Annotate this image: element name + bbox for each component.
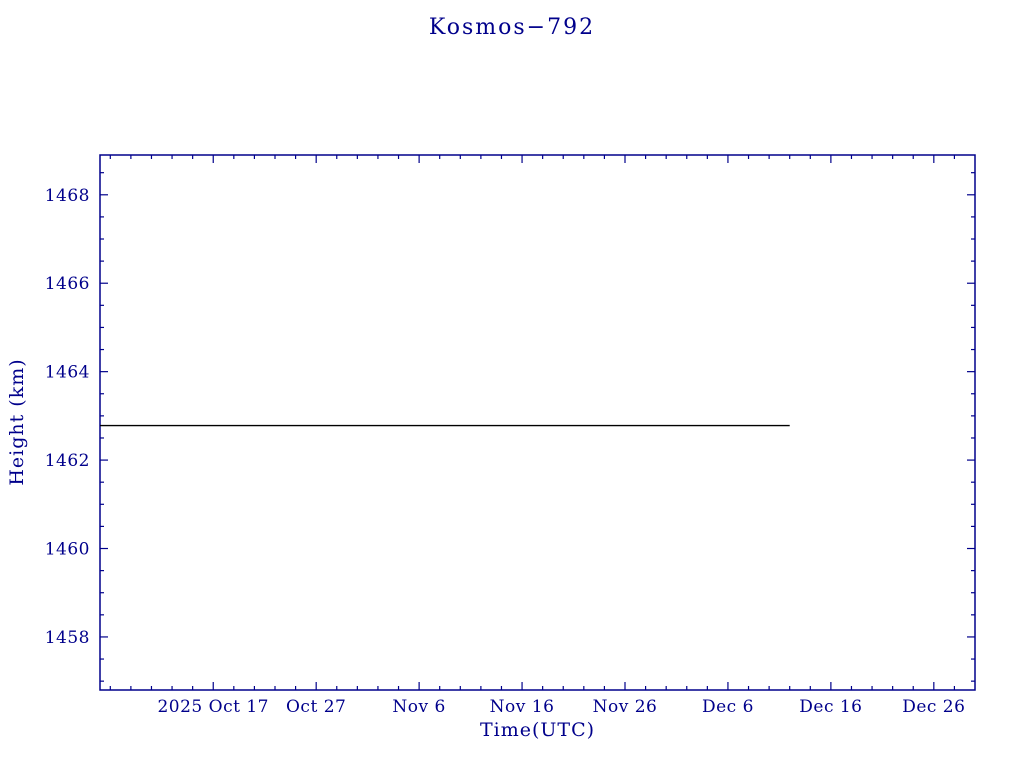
x-tick-label: Dec 26 (902, 697, 965, 717)
y-tick-label: 1466 (45, 274, 90, 294)
x-tick-label: Nov 26 (593, 697, 658, 717)
x-tick-label: Dec 6 (702, 697, 754, 717)
y-tick-label: 1458 (45, 628, 90, 648)
x-tick-label: Nov 16 (490, 697, 555, 717)
x-tick-label: Dec 16 (799, 697, 862, 717)
x-tick-label: 2025 Oct 17 (157, 697, 269, 717)
y-tick-label: 1460 (45, 540, 90, 560)
x-axis-label: Time(UTC) (479, 719, 596, 741)
y-tick-label: 1464 (45, 363, 90, 383)
y-tick-label: 1462 (45, 451, 90, 471)
y-tick-label: 1468 (45, 186, 90, 206)
plot-frame (99, 154, 976, 691)
chart-title: Kosmos−792 (428, 15, 596, 40)
x-tick-label: Oct 27 (286, 697, 346, 717)
x-tick-label: Nov 6 (392, 697, 445, 717)
